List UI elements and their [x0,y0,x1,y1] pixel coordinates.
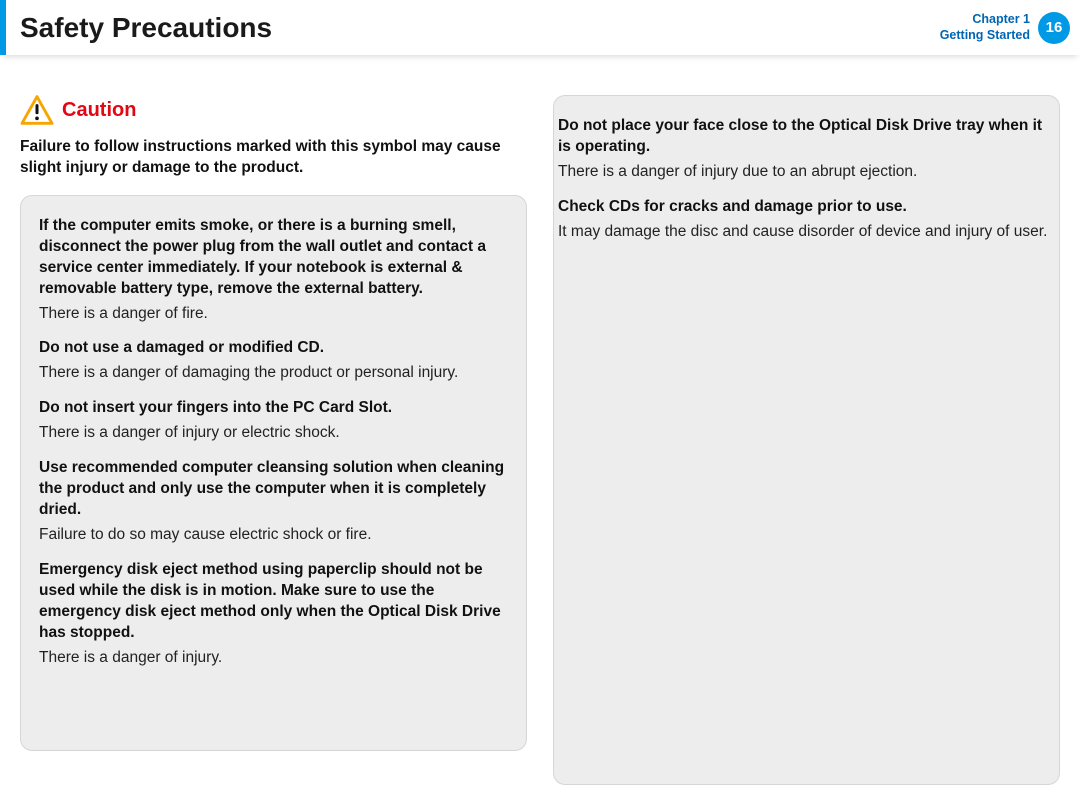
item-body: There is a danger of injury due to an ab… [558,162,1053,183]
right-column: Do not place your face close to the Opti… [553,95,1060,785]
item-body: There is a danger of injury or electric … [39,423,508,444]
item-body: There is a danger of injury. [39,648,508,669]
item-head: Do not insert your fingers into the PC C… [39,398,508,419]
page-number-badge: 16 [1038,12,1070,44]
item-head: Check CDs for cracks and damage prior to… [558,197,1053,218]
item-body: There is a danger of damaging the produc… [39,363,508,384]
caution-intro: Failure to follow instructions marked wi… [20,137,527,179]
chapter-info: Chapter 1 Getting Started [940,12,1030,43]
item-head: Do not place your face close to the Opti… [558,116,1053,158]
page-title: Safety Precautions [20,12,940,44]
caution-heading: Caution [20,95,527,125]
page-header: Safety Precautions Chapter 1 Getting Sta… [0,0,1080,55]
content-area: Caution Failure to follow instructions m… [0,61,1080,805]
item-head: Emergency disk eject method using paperc… [39,560,508,644]
item-body: Failure to do so may cause electric shoc… [39,525,508,546]
chapter-line-2: Getting Started [940,28,1030,44]
caution-label: Caution [62,99,136,122]
item-head: If the computer emits smoke, or there is… [39,216,508,300]
item-head: Do not use a damaged or modified CD. [39,338,508,359]
chapter-line-1: Chapter 1 [940,12,1030,28]
item-body: It may damage the disc and cause disorde… [558,222,1053,243]
item-body: There is a danger of fire. [39,304,508,325]
right-panel: Do not place your face close to the Opti… [553,95,1060,785]
left-panel: If the computer emits smoke, or there is… [20,195,527,751]
left-column: Caution Failure to follow instructions m… [20,95,527,785]
item-head: Use recommended computer cleansing solut… [39,458,508,521]
warning-triangle-icon [20,95,54,125]
